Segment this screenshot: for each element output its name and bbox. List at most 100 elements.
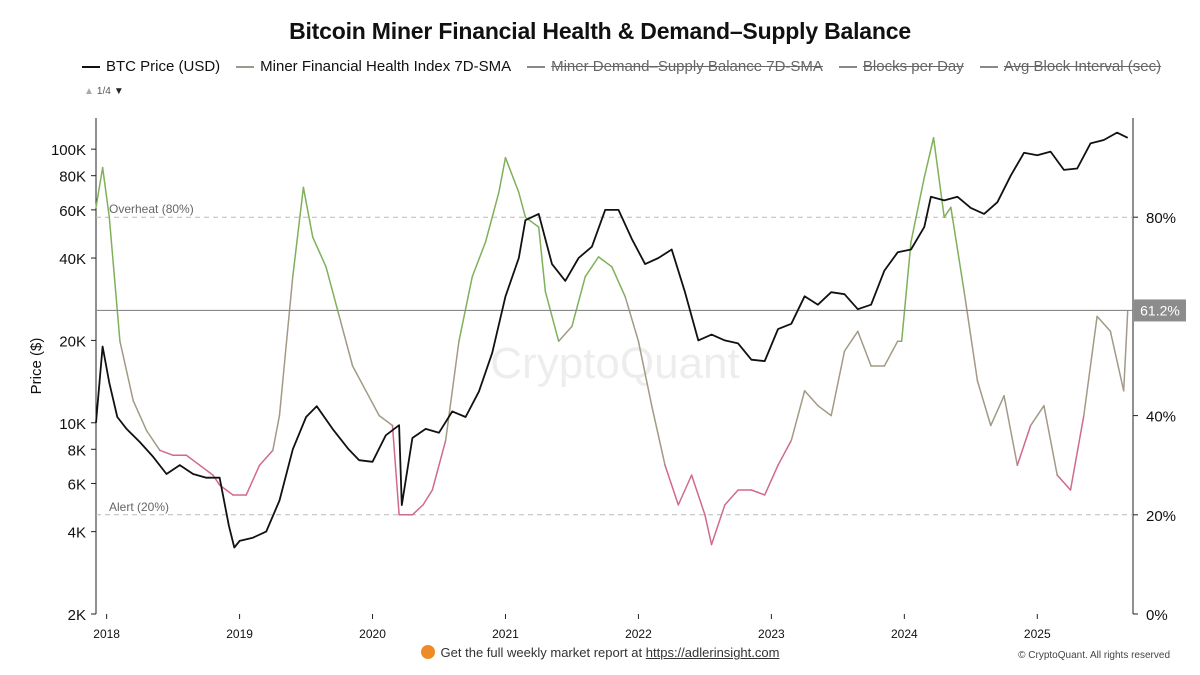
legend-swatch (527, 65, 546, 68)
health-index-segment (225, 489, 234, 496)
health-index-segment (159, 449, 174, 457)
health-index-segment (1096, 315, 1112, 333)
y-right-tick-label: 80% (1146, 210, 1176, 227)
y-left-tick-label: 20K (59, 333, 86, 350)
health-index-segment (272, 414, 281, 452)
y-right-tick-label: 40% (1146, 409, 1176, 426)
health-index-segment (584, 256, 600, 278)
x-tick-label: 2023 (758, 627, 785, 641)
health-index-segment (932, 137, 945, 218)
health-index-segment (624, 295, 640, 342)
health-index-segment (1043, 404, 1058, 476)
health-index-segment (325, 266, 341, 318)
watermark-text: CryptoQuant (490, 339, 739, 388)
health-index-segment (790, 390, 806, 442)
x-tick-label: 2019 (226, 627, 253, 641)
legend-pager: ▲ 1/4 ▼ (84, 86, 124, 97)
legend-swatch (838, 65, 857, 68)
health-index-segment (132, 399, 148, 432)
health-index-segment (245, 464, 261, 496)
legend-label: BTC Price (USD) (106, 58, 221, 75)
health-index-segment (378, 414, 394, 427)
health-index-segment (857, 330, 872, 367)
health-index-segment (1029, 404, 1045, 427)
health-index-segment (338, 315, 354, 367)
health-index-segment (302, 186, 314, 238)
health-index-segment (292, 186, 305, 278)
x-tick-label: 2025 (1024, 627, 1051, 641)
health-index-segment (571, 275, 587, 328)
health-index-segment (365, 390, 380, 417)
health-index-segment (544, 290, 560, 342)
health-index-segment (724, 489, 739, 506)
health-index-segment (830, 350, 846, 417)
health-index-segment (1016, 424, 1032, 466)
health-index-segment (923, 137, 935, 179)
y-left-tick-label: 60K (59, 203, 86, 220)
health-index-segment (258, 449, 274, 466)
legend-label: Miner Financial Health Index 7D-SMA (260, 58, 512, 75)
y-left-tick-label: 6K (68, 476, 86, 493)
health-index-segment (637, 340, 653, 407)
health-index-segment (843, 330, 859, 352)
health-index-segment (311, 236, 327, 268)
legend: BTC Price (USD) Miner Financial Health I… (82, 58, 1161, 75)
health-index-segment (1056, 474, 1072, 491)
pager-text: 1/4 (96, 86, 111, 97)
health-index-segment (664, 464, 680, 506)
health-index-segment (950, 206, 965, 293)
health-index-segment (910, 176, 926, 243)
current-value-label: 61.2% (1140, 302, 1180, 318)
health-index-segment (1122, 310, 1129, 392)
orange-dot-icon (420, 645, 435, 659)
legend-label: Blocks per Day (862, 58, 964, 75)
footer: Get the full weekly market report at htt… (0, 645, 1200, 660)
health-index-segment (458, 275, 473, 342)
health-index-segment (212, 474, 221, 486)
health-index-segment (1003, 395, 1019, 466)
legend-item-miner-health[interactable]: Miner Financial Health Index 7D-SMA (236, 58, 511, 75)
health-index-segment (95, 166, 104, 209)
health-index-segment (351, 365, 367, 392)
health-index-segment (444, 340, 460, 442)
x-tick-label: 2024 (891, 627, 918, 641)
health-index-segment (763, 464, 779, 496)
health-index-segment (431, 439, 447, 491)
health-index-segment (710, 504, 726, 546)
pager-down-icon[interactable]: ▼ (113, 86, 124, 97)
y-left-tick-label: 40K (59, 251, 86, 268)
legend-item-btc-price[interactable]: BTC Price (USD) (82, 58, 220, 75)
legend-label: Avg Block Interval (sec) (1003, 58, 1162, 75)
health-index-segment (750, 489, 766, 496)
y-left-tick-label: 2K (68, 607, 86, 624)
health-index-segment (1109, 330, 1125, 392)
chart-title: Bitcoin Miner Financial Health & Demand–… (289, 18, 911, 44)
health-index-segment (963, 290, 979, 382)
y-axis-title: Price ($) (28, 338, 45, 395)
health-index-segment (504, 156, 520, 194)
legend-item-avg-block-interval[interactable]: Avg Block Interval (sec) (979, 58, 1162, 75)
health-index-segment (422, 489, 434, 506)
health-index-segment (145, 429, 161, 452)
health-index-segment (278, 275, 294, 417)
legend-item-demand-supply[interactable]: Miner Demand–Supply Balance 7D-SMA (527, 58, 823, 75)
x-tick-label: 2021 (492, 627, 519, 641)
health-index-segment (484, 191, 500, 243)
legend-label: Miner Demand–Supply Balance 7D-SMA (551, 58, 823, 75)
y-left-tick-label: 8K (68, 442, 86, 459)
health-index-segment (677, 474, 693, 506)
health-index-segment (471, 241, 487, 278)
legend-swatch (82, 65, 100, 68)
legend-item-blocks-per-day[interactable]: Blocks per Day (838, 58, 964, 75)
y-right-tick-label: 20% (1146, 508, 1176, 525)
health-index-segment (411, 504, 424, 516)
health-index-segment (119, 340, 134, 402)
health-index-segment (611, 266, 626, 298)
health-index-segment (498, 156, 507, 194)
health-index-segment (976, 380, 992, 427)
threshold-label: Alert (20%) (109, 500, 169, 514)
footer-link[interactable]: https://adlerinsight.com (645, 645, 780, 660)
health-index-segment (803, 390, 819, 407)
pager-up-icon[interactable]: ▲ (84, 86, 94, 97)
